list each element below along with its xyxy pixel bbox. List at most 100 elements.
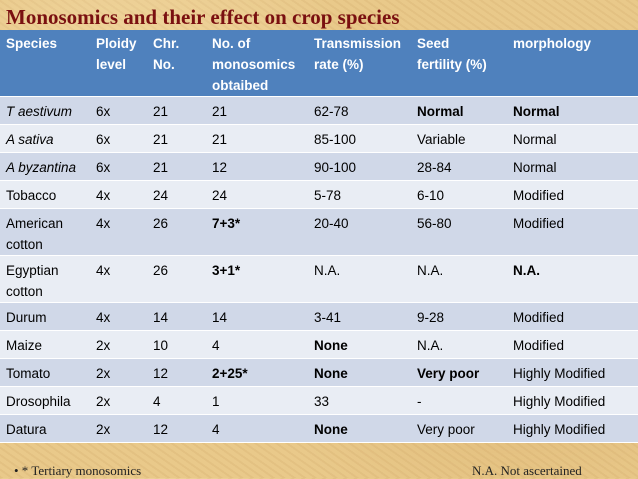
cell-monosomics: 4	[206, 330, 308, 359]
table-row: T aestivum 6x 21 21 62-78 Normal Normal	[0, 96, 638, 125]
cell-transmission: 85-100	[308, 124, 411, 153]
cell-morphology: Normal	[507, 96, 638, 125]
cell-morphology: Highly Modified	[507, 386, 638, 415]
cell-transmission: 62-78	[308, 96, 411, 125]
cell-morphology: Normal	[507, 124, 638, 153]
cell-transmission: None	[308, 330, 411, 359]
cell-ploidy: 2x	[90, 414, 147, 443]
table-row: A byzantina 6x 21 12 90-100 28-84 Normal	[0, 152, 638, 181]
cell-ploidy: 4x	[90, 255, 147, 303]
cell-ploidy: 6x	[90, 96, 147, 125]
cell-morphology: Normal	[507, 152, 638, 181]
cell-monosomics: 3+1*	[206, 255, 308, 303]
table-row: Durum 4x 14 14 3-41 9-28 Modified	[0, 302, 638, 331]
table-row: Egyptian cotton 4x 26 3+1* N.A. N.A. N.A.	[0, 255, 638, 303]
cell-transmission: None	[308, 414, 411, 443]
cell-species: Durum	[0, 302, 90, 331]
cell-species: Tomato	[0, 358, 90, 387]
cell-morphology: Modified	[507, 302, 638, 331]
cell-seed-fertility: Very poor	[411, 358, 507, 387]
cell-species: Egyptian cotton	[0, 255, 90, 303]
cell-ploidy: 4x	[90, 208, 147, 256]
header-transmission-rate: Transmission rate (%)	[308, 30, 411, 97]
cell-ploidy: 2x	[90, 330, 147, 359]
table-row: Drosophila 2x 4 1 33 - Highly Modified	[0, 386, 638, 415]
cell-seed-fertility: 6-10	[411, 180, 507, 209]
cell-morphology: Highly Modified	[507, 358, 638, 387]
footnote-not-ascertained: N.A. Not ascertained	[472, 463, 582, 478]
cell-seed-fertility: 9-28	[411, 302, 507, 331]
table-row: A sativa 6x 21 21 85-100 Variable Normal	[0, 124, 638, 153]
monosomics-table: Species Ploidy level Chr. No. No. of monoso…	[0, 30, 638, 443]
cell-species: Tobacco	[0, 180, 90, 209]
table-row: Tobacco 4x 24 24 5-78 6-10 Modified	[0, 180, 638, 209]
slide-title: Monosomics and their effect on crop spec…	[6, 5, 400, 29]
cell-transmission: None	[308, 358, 411, 387]
cell-monosomics: 24	[206, 180, 308, 209]
cell-chr: 26	[147, 255, 206, 303]
table-row: Tomato 2x 12 2+25* None Very poor Highly…	[0, 358, 638, 387]
cell-ploidy: 6x	[90, 152, 147, 181]
cell-seed-fertility: Very poor	[411, 414, 507, 443]
cell-chr: 12	[147, 414, 206, 443]
cell-species: Drosophila	[0, 386, 90, 415]
header-chr-no: Chr. No.	[147, 30, 206, 97]
cell-chr: 4	[147, 386, 206, 415]
cell-transmission: 90-100	[308, 152, 411, 181]
header-seed-fertility: Seed fertility (%)	[411, 30, 507, 97]
cell-ploidy: 2x	[90, 358, 147, 387]
cell-transmission: 5-78	[308, 180, 411, 209]
cell-monosomics: 2+25*	[206, 358, 308, 387]
table-header-row: Species Ploidy level Chr. No. No. of monoso…	[0, 30, 638, 97]
cell-morphology: Modified	[507, 330, 638, 359]
cell-seed-fertility: Variable	[411, 124, 507, 153]
cell-monosomics: 12	[206, 152, 308, 181]
cell-seed-fertility: Normal	[411, 96, 507, 125]
cell-chr: 14	[147, 302, 206, 331]
cell-chr: 21	[147, 152, 206, 181]
footnote-bar: • * Tertiary monosomics N.A. Not ascerta…	[0, 462, 638, 478]
cell-species: T aestivum	[0, 96, 90, 125]
cell-chr: 21	[147, 124, 206, 153]
cell-monosomics: 4	[206, 414, 308, 443]
cell-chr: 24	[147, 180, 206, 209]
cell-species: Datura	[0, 414, 90, 443]
cell-seed-fertility: 28-84	[411, 152, 507, 181]
cell-ploidy: 6x	[90, 124, 147, 153]
cell-monosomics: 14	[206, 302, 308, 331]
cell-transmission: 20-40	[308, 208, 411, 256]
cell-seed-fertility: -	[411, 386, 507, 415]
cell-ploidy: 2x	[90, 386, 147, 415]
cell-morphology: N.A.	[507, 255, 638, 303]
cell-morphology: Modified	[507, 180, 638, 209]
header-morphology: morphology	[507, 30, 638, 97]
cell-monosomics: 7+3*	[206, 208, 308, 256]
header-monosomics-obtained: No. of monosomics obtaibed	[206, 30, 308, 97]
cell-ploidy: 4x	[90, 302, 147, 331]
cell-species: A sativa	[0, 124, 90, 153]
cell-chr: 21	[147, 96, 206, 125]
cell-monosomics: 21	[206, 96, 308, 125]
table-row: Maize 2x 10 4 None N.A. Modified	[0, 330, 638, 359]
cell-transmission: 3-41	[308, 302, 411, 331]
cell-monosomics: 21	[206, 124, 308, 153]
cell-species: Maize	[0, 330, 90, 359]
cell-ploidy: 4x	[90, 180, 147, 209]
footnote-tertiary-monosomics: • * Tertiary monosomics	[14, 463, 142, 478]
table-row: Datura 2x 12 4 None Very poor Highly Mod…	[0, 414, 638, 443]
cell-transmission: N.A.	[308, 255, 411, 303]
cell-species: American cotton	[0, 208, 90, 256]
cell-seed-fertility: N.A.	[411, 255, 507, 303]
cell-transmission: 33	[308, 386, 411, 415]
cell-monosomics: 1	[206, 386, 308, 415]
cell-seed-fertility: N.A.	[411, 330, 507, 359]
table-row: American cotton 4x 26 7+3* 20-40 56-80 Mo…	[0, 208, 638, 256]
cell-seed-fertility: 56-80	[411, 208, 507, 256]
cell-chr: 10	[147, 330, 206, 359]
cell-morphology: Highly Modified	[507, 414, 638, 443]
header-species: Species	[0, 30, 90, 97]
cell-morphology: Modified	[507, 208, 638, 256]
cell-chr: 12	[147, 358, 206, 387]
cell-species: A byzantina	[0, 152, 90, 181]
header-ploidy-level: Ploidy level	[90, 30, 147, 97]
